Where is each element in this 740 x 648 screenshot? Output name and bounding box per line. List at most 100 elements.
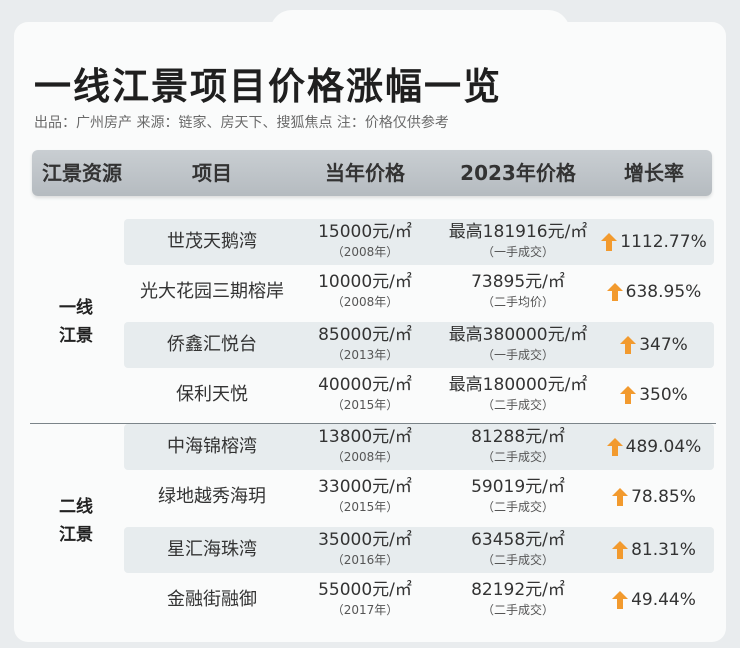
group-label-line: 二线 — [59, 497, 93, 517]
source-note: 出品：广州房产 来源：链家、房天下、搜狐焦点 注：价格仅供参考 — [34, 115, 449, 131]
now-note: （二手成交） — [481, 553, 554, 567]
header-then-price: 当年价格 — [325, 161, 405, 185]
now-price: 最高180000元/㎡ — [448, 375, 588, 395]
now-note: （二手成交） — [481, 450, 554, 464]
then-price: 13800元/㎡ — [318, 427, 412, 447]
growth-rate: 81.31% — [631, 540, 696, 560]
up-arrow-icon — [612, 541, 629, 559]
then-price-cell: 10000元/㎡ （2008年） — [300, 269, 430, 315]
now-price: 最高181916元/㎡ — [448, 222, 588, 242]
up-arrow-icon — [601, 233, 618, 251]
now-price-cell: 最高181916元/㎡ （一手成交） — [430, 219, 606, 265]
then-price: 40000元/㎡ — [318, 375, 412, 395]
then-year: （2013年） — [331, 348, 399, 362]
table-row: 光大花园三期榕岸 10000元/㎡ （2008年） 73895元/㎡ （二手均价） 638… — [124, 269, 714, 315]
growth-rate-cell: 49.44% — [594, 577, 714, 623]
then-year: （2008年） — [331, 245, 399, 259]
up-arrow-icon — [606, 438, 623, 456]
then-price: 35000元/㎡ — [318, 530, 412, 550]
then-price-cell: 55000元/㎡ （2017年） — [300, 577, 430, 623]
table-row: 中海锦榕湾 13800元/㎡ （2008年） 81288元/㎡ （二手成交） 489.04… — [124, 424, 714, 470]
group-label-first-tier: 一线 江景 — [40, 294, 112, 350]
table-row: 世茂天鹅湾 15000元/㎡ （2008年） 最高181916元/㎡ （一手成交） 111… — [124, 219, 714, 265]
then-price: 55000元/㎡ — [318, 580, 412, 600]
project-name: 中海锦榕湾 — [167, 436, 257, 457]
header-resource: 江景资源 — [42, 161, 122, 185]
header-growth-rate: 增长率 — [624, 161, 684, 185]
now-price-cell: 63458元/㎡ （二手成交） — [430, 527, 606, 573]
growth-rate: 49.44% — [631, 590, 696, 610]
growth-rate: 1112.77% — [620, 232, 707, 252]
then-year: （2008年） — [331, 450, 399, 464]
project-name: 金融街融御 — [167, 589, 257, 610]
now-note: （二手成交） — [481, 500, 554, 514]
table-row: 绿地越秀海玥 33000元/㎡ （2015年） 59019元/㎡ （二手成交） 78.85… — [124, 474, 714, 520]
now-note: （二手成交） — [481, 603, 554, 617]
then-price: 33000元/㎡ — [318, 477, 412, 497]
up-arrow-icon — [620, 336, 637, 354]
then-price: 15000元/㎡ — [318, 222, 412, 242]
then-price-cell: 40000元/㎡ （2015年） — [300, 372, 430, 418]
page-title: 一线江景项目价格涨幅一览 — [34, 65, 502, 108]
now-price-cell: 最高380000元/㎡ （一手成交） — [430, 322, 606, 368]
now-price: 最高380000元/㎡ — [448, 325, 588, 345]
growth-rate: 489.04% — [625, 437, 702, 457]
now-price-cell: 73895元/㎡ （二手均价） — [430, 269, 606, 315]
then-price-cell: 15000元/㎡ （2008年） — [300, 219, 430, 265]
growth-rate: 638.95% — [625, 282, 702, 302]
then-year: （2017年） — [331, 603, 399, 617]
project-name: 星汇海珠湾 — [167, 539, 257, 560]
growth-rate-cell: 347% — [594, 322, 714, 368]
now-price-cell: 59019元/㎡ （二手成交） — [430, 474, 606, 520]
now-price: 73895元/㎡ — [471, 272, 565, 292]
project-name: 光大花园三期榕岸 — [140, 281, 284, 302]
then-price: 10000元/㎡ — [318, 272, 412, 292]
now-price-cell: 81288元/㎡ （二手成交） — [430, 424, 606, 470]
now-price: 63458元/㎡ — [471, 530, 565, 550]
now-note: （一手成交） — [481, 348, 554, 362]
then-year: （2016年） — [331, 553, 399, 567]
now-price: 81288元/㎡ — [471, 427, 565, 447]
then-price-cell: 85000元/㎡ （2013年） — [300, 322, 430, 368]
up-arrow-icon — [606, 283, 623, 301]
growth-rate: 78.85% — [631, 487, 696, 507]
up-arrow-icon — [612, 591, 629, 609]
table-row: 保利天悦 40000元/㎡ （2015年） 最高180000元/㎡ （二手成交） 350% — [124, 372, 714, 418]
now-price-cell: 最高180000元/㎡ （二手成交） — [430, 372, 606, 418]
table-header: 江景资源 项目 当年价格 2023年价格 增长率 — [32, 150, 712, 196]
then-price-cell: 13800元/㎡ （2008年） — [300, 424, 430, 470]
then-year: （2008年） — [331, 295, 399, 309]
group-label-second-tier: 二线 江景 — [40, 493, 112, 549]
then-price-cell: 35000元/㎡ （2016年） — [300, 527, 430, 573]
growth-rate-cell: 638.95% — [594, 269, 714, 315]
growth-rate: 350% — [639, 385, 688, 405]
now-price: 59019元/㎡ — [471, 477, 565, 497]
up-arrow-icon — [620, 386, 637, 404]
then-year: （2015年） — [331, 500, 399, 514]
then-year: （2015年） — [331, 398, 399, 412]
project-name: 绿地越秀海玥 — [158, 486, 266, 507]
up-arrow-icon — [612, 488, 629, 506]
group-label-line: 江景 — [59, 326, 93, 346]
group-label-line: 一线 — [59, 298, 93, 318]
now-note: （一手成交） — [481, 245, 554, 259]
group-divider — [30, 423, 716, 424]
then-price: 85000元/㎡ — [318, 325, 412, 345]
table-row: 星汇海珠湾 35000元/㎡ （2016年） 63458元/㎡ （二手成交） 81.31% — [124, 527, 714, 573]
header-project: 项目 — [192, 161, 232, 185]
project-name: 世茂天鹅湾 — [167, 231, 257, 252]
then-price-cell: 33000元/㎡ （2015年） — [300, 474, 430, 520]
now-note: （二手均价） — [481, 295, 554, 309]
header-2023-price: 2023年价格 — [460, 161, 576, 185]
now-price-cell: 82192元/㎡ （二手成交） — [430, 577, 606, 623]
table-row: 侨鑫汇悦台 85000元/㎡ （2013年） 最高380000元/㎡ （一手成交） 347… — [124, 322, 714, 368]
project-name: 保利天悦 — [176, 384, 248, 405]
group-label-line: 江景 — [59, 525, 93, 545]
growth-rate-cell: 489.04% — [594, 424, 714, 470]
growth-rate-cell: 78.85% — [594, 474, 714, 520]
now-note: （二手成交） — [481, 398, 554, 412]
growth-rate-cell: 1112.77% — [594, 219, 714, 265]
growth-rate-cell: 350% — [594, 372, 714, 418]
table-row: 金融街融御 55000元/㎡ （2017年） 82192元/㎡ （二手成交） 49.44% — [124, 577, 714, 623]
growth-rate-cell: 81.31% — [594, 527, 714, 573]
